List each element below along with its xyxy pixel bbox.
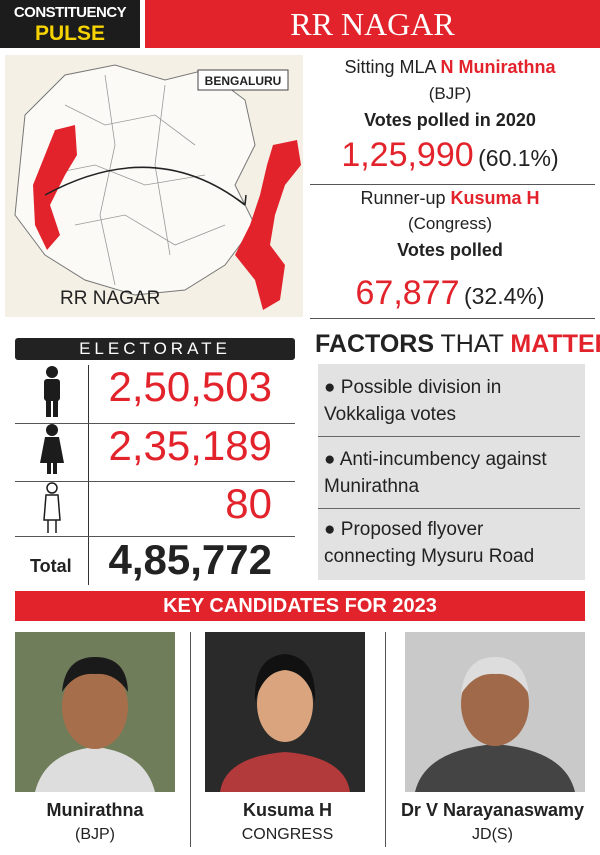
divider — [318, 508, 580, 509]
candidate-name: Munirathna — [46, 800, 144, 820]
area-label: RR NAGAR — [60, 288, 161, 309]
prefix: Runner-up — [360, 188, 446, 208]
candidate-name: Dr V Narayanaswamy — [400, 800, 585, 820]
candidate-party: (BJP) — [75, 826, 115, 843]
share: (60.1%) — [478, 145, 559, 171]
party: (Congress) — [407, 214, 493, 233]
votes-label: Votes polled in 2020 — [364, 110, 536, 130]
badge-top: CONSTITUENCY — [13, 4, 127, 21]
row-line — [15, 481, 295, 482]
candidates-bar — [15, 591, 585, 621]
factors-box — [318, 364, 585, 580]
arrow-head — [236, 194, 247, 206]
party: (BJP) — [428, 84, 472, 103]
city-label: BENGALURU — [204, 74, 282, 88]
factor: ● Possible division in Vokkaliga votes — [324, 377, 502, 425]
factor: ● Anti-incumbency against Munirathna — [324, 449, 547, 497]
factor-text: Anti-incumbency against Munirathna — [324, 449, 547, 497]
electorate-bar — [15, 338, 295, 360]
votes: 1,25,990 — [341, 136, 474, 174]
other-count: 80 — [225, 480, 272, 527]
city-box — [197, 69, 289, 91]
divider — [318, 436, 580, 437]
factor: ● Proposed flyover connecting Mysuru Roa… — [324, 519, 535, 567]
electorate-title: ELECTORATE — [79, 339, 231, 358]
photo — [15, 632, 175, 792]
photo — [205, 632, 365, 792]
runner-name: Kusuma H — [450, 188, 540, 208]
title-bar — [145, 0, 600, 48]
title-part: MATTER — [510, 330, 600, 358]
prefix: Sitting MLA — [344, 57, 436, 77]
other-icon — [43, 482, 61, 533]
male-count: 2,50,503 — [108, 363, 273, 410]
icons — [40, 366, 64, 533]
votes-label: Votes polled — [397, 240, 503, 260]
column-line — [88, 365, 89, 585]
separator — [190, 632, 191, 847]
title-part: FACTORS — [315, 330, 434, 358]
title-part: THAT — [440, 330, 504, 358]
divider — [310, 184, 595, 185]
map — [5, 55, 303, 317]
votes-line: 67,877 (32.4%) — [305, 274, 595, 313]
runner-line: Runner-up Kusuma H — [305, 188, 595, 209]
factor-text: Possible division in Vokkaliga votes — [324, 377, 502, 425]
row-line — [15, 423, 295, 424]
female-icon — [40, 424, 64, 474]
area-highlight — [33, 125, 77, 250]
divider — [310, 318, 595, 319]
candidate-party: CONGRESS — [241, 826, 334, 843]
separator — [385, 632, 386, 847]
share: (32.4%) — [463, 283, 545, 309]
row-line — [15, 536, 295, 537]
badge — [0, 0, 140, 48]
area-zoom — [235, 140, 301, 310]
total: 4,85,772 — [108, 536, 273, 583]
title: RR NAGAR — [290, 6, 455, 42]
male-icon — [44, 366, 60, 417]
photos — [15, 632, 585, 792]
candidates-title: KEY CANDIDATES FOR 2023 — [163, 595, 437, 617]
photo — [405, 632, 585, 792]
ward-lines — [44, 74, 226, 286]
candidate-party: JD(S) — [472, 826, 513, 843]
arrow — [44, 166, 246, 206]
votes-line: 1,25,990 (60.1%) — [305, 136, 595, 175]
sitting-line: Sitting MLA N Munirathna — [305, 57, 595, 78]
total-label: Total — [30, 556, 72, 576]
factors-title: FACTORS THAT MATTER — [315, 330, 600, 359]
badge-bottom: PULSE — [34, 22, 105, 45]
factor-text: Proposed flyover connecting Mysuru Road — [324, 519, 535, 567]
female-count: 2,35,189 — [108, 422, 273, 469]
mla-name: N Munirathna — [440, 57, 556, 77]
votes: 67,877 — [355, 274, 460, 312]
candidate-name: Kusuma H — [242, 800, 332, 820]
